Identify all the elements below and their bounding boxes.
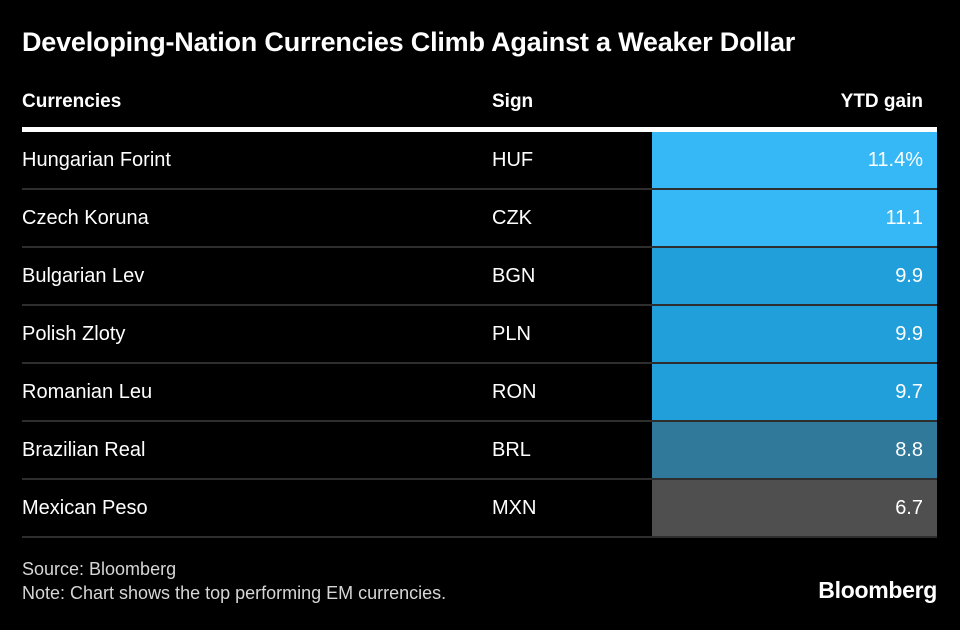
currency-sign: RON — [492, 380, 537, 403]
ytd-gain-value: 8.8 — [895, 438, 923, 461]
table-row: Mexican Peso MXN 6.7 — [22, 480, 937, 538]
column-header-sign: Sign — [492, 91, 534, 112]
currency-name: Hungarian Forint — [22, 148, 171, 171]
chart-title: Developing-Nation Currencies Climb Again… — [22, 27, 796, 57]
ytd-gain-value: 11.1 — [885, 206, 923, 229]
ytd-gain-value: 9.9 — [895, 264, 923, 287]
currency-name: Mexican Peso — [22, 496, 148, 519]
currencies-table: Currencies Sign YTD gain Hungarian Forin… — [22, 59, 937, 538]
ytd-gain-cell: 9.9 — [652, 248, 937, 304]
ytd-gain-cell: 8.8 — [652, 422, 937, 478]
column-header-currencies: Currencies — [22, 91, 122, 112]
note-line: Note: Chart shows the top performing EM … — [22, 583, 447, 603]
currency-sign: BRL — [492, 438, 531, 461]
currency-name: Polish Zloty — [22, 322, 126, 345]
table-row: Czech Koruna CZK 11.1 — [22, 190, 937, 248]
currency-sign: PLN — [492, 322, 531, 345]
currency-name: Brazilian Real — [22, 438, 146, 461]
ytd-gain-cell: 9.7 — [652, 364, 937, 420]
currency-sign: MXN — [492, 496, 537, 519]
chart-footer: Source: Bloomberg Note: Chart shows the … — [22, 557, 937, 605]
table-row: Brazilian Real BRL 8.8 — [22, 422, 937, 480]
table-row: Polish Zloty PLN 9.9 — [22, 306, 937, 364]
currency-sign: CZK — [492, 206, 532, 229]
currency-name: Bulgarian Lev — [22, 264, 145, 287]
ytd-gain-value: 11.4% — [867, 148, 923, 171]
table-row: Romanian Leu RON 9.7 — [22, 364, 937, 422]
bloomberg-logo: Bloomberg — [818, 577, 937, 603]
footnotes: Source: Bloomberg Note: Chart shows the … — [22, 557, 446, 605]
currency-sign: HUF — [492, 148, 534, 171]
table-row: Bulgarian Lev BGN 9.9 — [22, 248, 937, 306]
currency-name: Czech Koruna — [22, 206, 149, 229]
currency-sign: BGN — [492, 264, 536, 287]
table-body: Hungarian Forint HUF 11.4% Czech Koruna … — [22, 132, 937, 538]
ytd-gain-value: 9.9 — [895, 322, 923, 345]
ytd-gain-cell: 6.7 — [652, 480, 937, 536]
ytd-gain-cell: 9.9 — [652, 306, 937, 362]
ytd-gain-value: 6.7 — [895, 496, 923, 519]
table-header-row: Currencies Sign YTD gain — [22, 59, 937, 132]
ytd-gain-value: 9.7 — [895, 380, 923, 403]
source-line: Source: Bloomberg — [22, 559, 177, 579]
currency-name: Romanian Leu — [22, 380, 153, 403]
ytd-gain-cell: 11.1 — [652, 190, 937, 246]
column-header-ytd-gain: YTD gain — [840, 91, 923, 112]
ytd-gain-cell: 11.4% — [652, 132, 937, 188]
table-row: Hungarian Forint HUF 11.4% — [22, 132, 937, 190]
